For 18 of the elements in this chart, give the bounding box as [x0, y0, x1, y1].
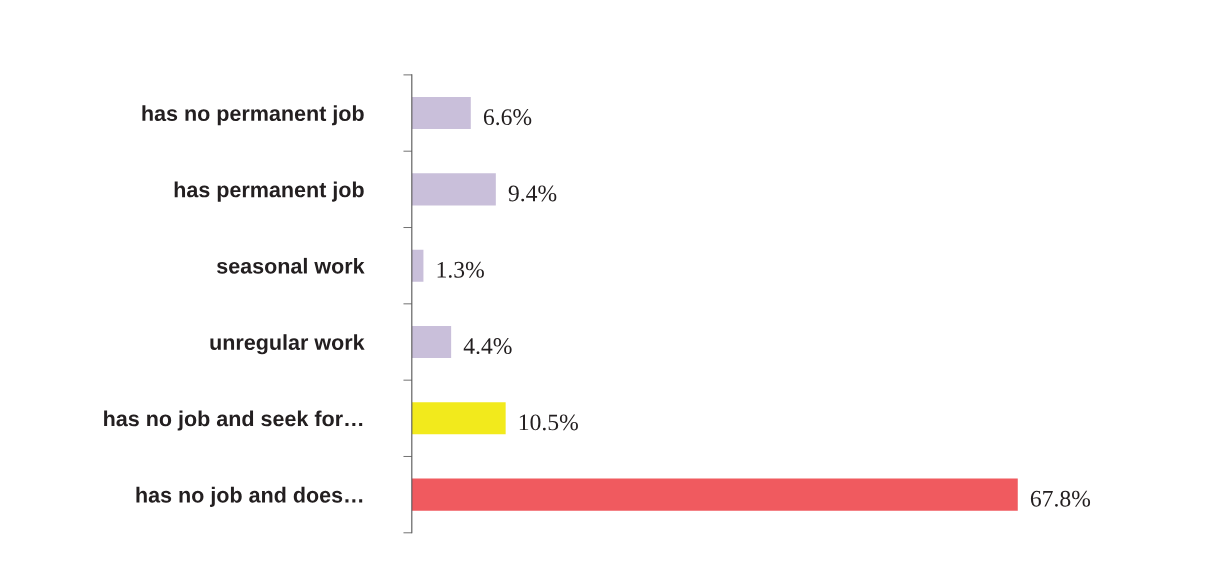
data-label: 1.3%: [437, 261, 484, 278]
data-label: 9.4%: [508, 185, 557, 202]
bar: [411, 402, 506, 435]
y-tick-label: has no job and seek for…: [104, 410, 363, 431]
bar: [411, 249, 424, 282]
y-tick-label: has no job and does…: [136, 486, 363, 507]
data-label: 6.6%: [483, 109, 532, 126]
data-label: 4.4%: [463, 338, 512, 355]
bar: [411, 478, 1018, 511]
data-label: 67.8%: [1030, 490, 1091, 507]
y-tick-label: unregular work: [210, 334, 365, 355]
y-tick-label: has no permanent job: [142, 105, 364, 126]
y-tick-label: has permanent job: [174, 181, 364, 202]
bar: [411, 173, 496, 206]
y-tick-label: seasonal work: [216, 257, 365, 274]
data-label: 10.5%: [519, 414, 578, 431]
bar: [411, 325, 452, 359]
bar: [411, 97, 471, 130]
